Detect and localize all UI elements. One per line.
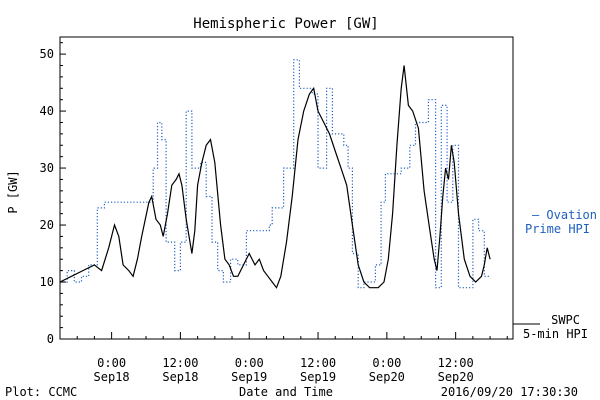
x-tick-label-time: 12:00 <box>300 356 336 370</box>
x-tick-label-date: Sep18 <box>94 370 130 384</box>
x-tick-label-date: Sep18 <box>162 370 198 384</box>
x-tick-label-time: 0:00 <box>97 356 126 370</box>
legend-ovation-line1: — Ovation <box>532 208 597 222</box>
series-line-ovation-prime-hpi <box>60 59 491 289</box>
y-tick-label: 50 <box>40 47 54 61</box>
axes: 010203040500:00Sep1812:00Sep180:00Sep191… <box>40 42 508 384</box>
plot-frame <box>59 36 514 340</box>
legend-ovation-line2: Prime HPI <box>525 222 590 236</box>
x-tick-label-date: Sep20 <box>369 370 405 384</box>
legend-swpc-line2: 5-min HPI <box>523 327 588 341</box>
plot-credit: Plot: CCMC <box>5 385 77 399</box>
y-axis-label: P [GW] <box>6 170 20 213</box>
x-tick-label-date: Sep20 <box>438 370 474 384</box>
y-tick-label: 40 <box>40 104 54 118</box>
x-tick-label-time: 0:00 <box>372 356 401 370</box>
plot-area <box>59 59 491 289</box>
y-tick-label: 30 <box>40 161 54 175</box>
x-tick-label-date: Sep19 <box>231 370 267 384</box>
x-tick-label-time: 0:00 <box>235 356 264 370</box>
x-axis-label: Date and Time <box>239 385 333 399</box>
x-tick-label-time: 12:00 <box>438 356 474 370</box>
x-tick-label-time: 12:00 <box>162 356 198 370</box>
legend-swpc-line1: SWPC <box>551 313 580 327</box>
y-tick-label: 20 <box>40 218 54 232</box>
y-tick-label: 0 <box>47 332 54 346</box>
y-tick-label: 10 <box>40 275 54 289</box>
chart-title: Hemispheric Power [GW] <box>193 16 378 32</box>
plot-timestamp: 2016/09/20 17:30:30 <box>441 385 578 399</box>
x-tick-label-date: Sep19 <box>300 370 336 384</box>
series-line-swpc-5-min-hpi <box>59 65 491 289</box>
